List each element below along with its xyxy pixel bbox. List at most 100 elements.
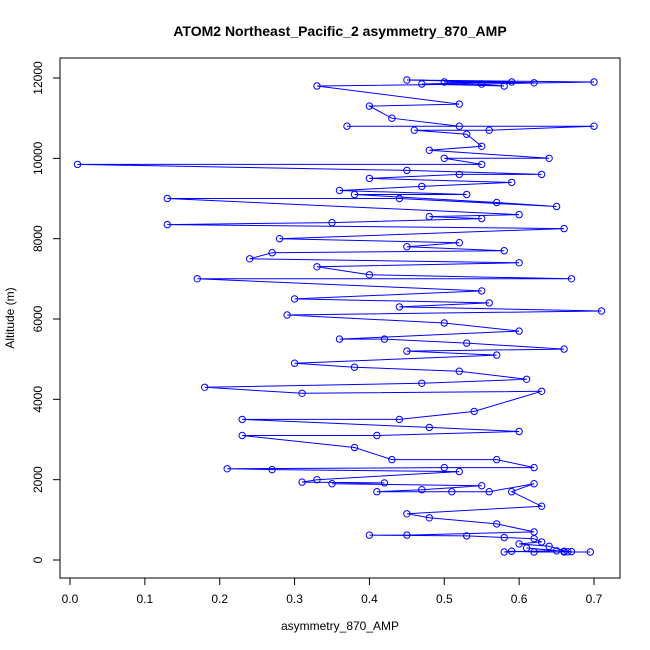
data-point xyxy=(440,154,448,163)
data-point xyxy=(493,198,501,207)
data-point xyxy=(478,482,486,490)
data-point xyxy=(246,255,254,263)
data-point xyxy=(343,122,351,130)
data-point xyxy=(560,547,568,555)
y-tick-label: 0 xyxy=(31,556,45,563)
data-point xyxy=(590,78,598,86)
data-point xyxy=(537,502,546,510)
data-point xyxy=(425,423,433,432)
data-point xyxy=(440,78,448,86)
data-point xyxy=(335,335,344,343)
data-point xyxy=(500,548,508,556)
data-point xyxy=(163,220,172,229)
data-point xyxy=(313,476,321,484)
data-point xyxy=(567,547,576,556)
data-point xyxy=(545,542,553,550)
data-point xyxy=(564,548,572,556)
x-tick-label: 0.4 xyxy=(361,592,378,606)
y-tick-label: 12000 xyxy=(31,61,45,95)
data-point xyxy=(552,202,561,211)
data-point xyxy=(440,463,448,472)
data-point xyxy=(455,122,463,130)
data-point xyxy=(313,82,321,90)
data-point xyxy=(373,488,381,496)
data-point xyxy=(545,154,553,163)
data-point xyxy=(493,455,501,464)
data-point xyxy=(223,465,231,473)
data-point xyxy=(418,80,426,88)
data-point xyxy=(560,224,568,233)
data-point xyxy=(298,478,306,486)
data-point xyxy=(313,263,321,271)
data-point xyxy=(463,532,471,540)
data-point xyxy=(522,375,531,383)
x-tick-label: 0.6 xyxy=(511,592,528,606)
data-point xyxy=(410,126,418,134)
data-point xyxy=(403,166,411,175)
data-point xyxy=(403,531,411,539)
data-point xyxy=(508,547,516,555)
data-point xyxy=(283,311,291,319)
x-tick-label: 0.5 xyxy=(436,592,453,606)
data-point xyxy=(335,186,344,195)
data-point xyxy=(470,407,478,416)
data-point xyxy=(455,367,463,375)
y-tick-label: 2000 xyxy=(31,466,45,493)
data-point xyxy=(365,174,374,183)
data-point xyxy=(418,379,426,387)
data-point xyxy=(425,514,433,522)
data-point xyxy=(201,383,209,391)
data-point xyxy=(515,427,523,436)
data-point xyxy=(290,359,299,367)
data-point xyxy=(522,544,531,552)
data-point xyxy=(440,319,448,327)
x-axis: 0.0 0.1 0.2 0.3 0.4 0.5 0.6 0.7 xyxy=(62,577,603,606)
data-point xyxy=(567,275,576,283)
data-point xyxy=(418,182,426,191)
data-point xyxy=(493,520,501,528)
data-point xyxy=(478,142,486,151)
data-point xyxy=(493,351,501,359)
data-point xyxy=(298,389,306,397)
data-point xyxy=(478,80,486,88)
data-point xyxy=(515,327,523,335)
data-point xyxy=(395,194,404,203)
data-point xyxy=(403,347,411,355)
data-point xyxy=(508,78,516,86)
data-point xyxy=(590,122,598,130)
y-tick-label: 4000 xyxy=(31,386,45,413)
data-point xyxy=(268,249,276,257)
data-point xyxy=(395,415,404,424)
data-point xyxy=(478,160,486,169)
data-point xyxy=(500,247,508,255)
data-point xyxy=(73,160,82,169)
data-point xyxy=(403,510,411,518)
data-point xyxy=(455,467,463,476)
x-tick-label: 0.2 xyxy=(211,592,228,606)
data-point xyxy=(403,243,411,251)
y-axis: 0 2000 4000 6000 8000 10000 12000 xyxy=(31,61,61,563)
data-point xyxy=(290,295,299,303)
data-point xyxy=(425,212,433,221)
data-point xyxy=(597,307,606,315)
data-point xyxy=(508,488,516,496)
data-point xyxy=(530,528,538,536)
data-point xyxy=(388,114,396,122)
data-point xyxy=(530,79,538,87)
x-tick-label: 0.0 xyxy=(62,592,79,606)
data-point xyxy=(403,76,411,84)
data-point xyxy=(193,275,202,283)
data-point xyxy=(537,387,546,395)
data-point xyxy=(463,339,471,347)
x-axis-label: asymmetry_870_AMP xyxy=(281,619,399,633)
data-point xyxy=(478,287,486,295)
data-point xyxy=(418,486,426,494)
data-point xyxy=(373,431,381,440)
x-tick-label: 0.7 xyxy=(586,592,603,606)
data-point xyxy=(485,126,493,134)
data-point xyxy=(515,259,523,267)
data-point xyxy=(275,235,284,243)
y-tick-label: 8000 xyxy=(31,225,45,252)
data-point xyxy=(560,345,568,353)
data-point xyxy=(328,218,336,227)
